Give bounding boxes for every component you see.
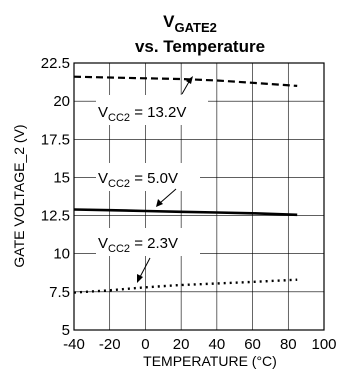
- label-bg-2v3: [96, 228, 200, 256]
- arrowhead-2v3: [137, 274, 143, 283]
- series-group: [73, 75, 298, 294]
- label-bg-13v2: [96, 95, 208, 125]
- series-label-13v2-rest: = 13.2V: [130, 104, 186, 121]
- series-line-dashed: [73, 75, 298, 87]
- arrow-2v3: [139, 257, 151, 278]
- label-bg-5v0: [96, 163, 200, 191]
- series-label-5v0-main: V: [98, 170, 108, 187]
- y-axis-label: GATE VOLTAGE_2 (V): [11, 124, 27, 267]
- series-label-13v2-main: V: [98, 104, 108, 121]
- y-tick-label: 5: [62, 322, 70, 339]
- series-label-2v3-sub: CC2: [108, 243, 130, 255]
- x-tick-label: 40: [209, 336, 226, 353]
- series-label-5v0: VCC2 = 5.0V: [98, 170, 178, 190]
- series-label-2v3-main: V: [98, 235, 108, 252]
- x-tick-label: 20: [173, 336, 190, 353]
- y-tick-label: 12.5: [41, 208, 70, 225]
- chart-title-line2: vs. Temperature: [135, 37, 265, 56]
- x-tick-label: 100: [311, 336, 336, 353]
- chart-title-sub: GATE2: [174, 20, 216, 35]
- plot-frame: [73, 62, 325, 331]
- arrowhead-13v2: [186, 76, 193, 84]
- x-tick-label: 80: [280, 336, 297, 353]
- x-tick-label: -40: [63, 336, 85, 353]
- chart-title-line1: VGATE2: [163, 12, 217, 35]
- y-tick-label: 22.5: [41, 55, 70, 72]
- series-label-5v0-sub: CC2: [108, 178, 130, 190]
- x-tick-label: -20: [99, 336, 121, 353]
- y-tick-label: 17.5: [41, 131, 70, 148]
- series-label-2v3-rest: = 2.3V: [130, 235, 178, 252]
- x-tick-label: 0: [141, 336, 149, 353]
- arrow-5v0: [159, 188, 177, 204]
- y-tick-label: 10: [53, 246, 70, 263]
- x-axis-label: TEMPERATURE (°C): [143, 353, 277, 369]
- series-line-solid: [73, 208, 298, 217]
- series-label-13v2-sub: CC2: [108, 112, 130, 124]
- series-label-5v0-rest: = 5.0V: [130, 170, 178, 187]
- x-tick-label: 60: [244, 336, 261, 353]
- chart-title-main: V: [163, 12, 175, 31]
- y-tick-label: 15: [53, 169, 70, 186]
- tick-labels: -40 -20 0 20 40 60 80 100 5 7.5 10 12.5 15 17.5 20 22.5: [41, 55, 337, 353]
- series-label-13v2: VCC2 = 13.2V: [98, 104, 186, 124]
- series-label-2v3: VCC2 = 2.3V: [98, 235, 178, 255]
- y-tick-label: 7.5: [49, 284, 70, 301]
- annotations: VCC2 = 13.2V VCC2 = 5.0V VCC2 = 2.3V: [96, 76, 208, 283]
- series-line-dotted: [73, 278, 298, 294]
- y-tick-label: 20: [53, 93, 70, 110]
- arrowhead-5v0: [156, 199, 163, 207]
